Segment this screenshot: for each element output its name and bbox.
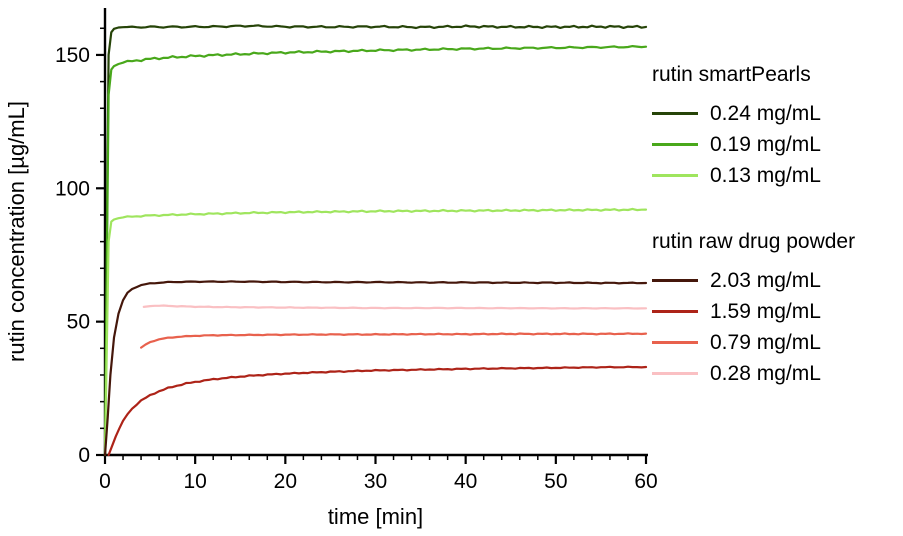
y-tick-label: 100	[55, 177, 90, 200]
legend-group-smartpearls: rutin smartPearls 0.24 mg/mL 0.19 mg/mL 0.…	[652, 62, 902, 191]
legend-group-raw-drug-powder: rutin raw drug powder 2.03 mg/mL 1.59 mg/…	[652, 229, 902, 389]
legend-line-swatch	[652, 372, 698, 375]
y-axis-label: rutin concentration [µg/mL]	[4, 101, 29, 362]
x-axis-label: time [min]	[328, 504, 423, 529]
series-line-0-24-mg-ml	[103, 24, 648, 457]
y-tick-label: 0	[78, 444, 90, 467]
x-tick-label: 50	[544, 470, 567, 493]
series-line-0-13-mg-ml	[103, 207, 648, 457]
legend-entry-label: 0.24 mg/mL	[710, 101, 821, 125]
legend-entries-smartpearls: 0.24 mg/mL 0.19 mg/mL 0.13 mg/mL	[652, 98, 902, 191]
legend-heading-smartpearls: rutin smartPearls	[652, 63, 811, 86]
x-tick-label: 10	[183, 470, 206, 493]
legend-entry-label: 1.59 mg/mL	[710, 299, 821, 323]
legend-entry-label: 0.79 mg/mL	[710, 330, 821, 354]
legend-heading-raw-drug-powder: rutin raw drug powder	[652, 230, 856, 253]
legend-entry-label: 0.28 mg/mL	[710, 361, 821, 385]
legend-line-swatch	[652, 174, 698, 177]
x-tick-label: 20	[274, 470, 297, 493]
legend-entry: 0.28 mg/mL	[652, 358, 902, 389]
y-tick-label: 50	[67, 311, 90, 334]
legend-entry-label: 0.13 mg/mL	[710, 163, 821, 187]
x-tick-label: 60	[634, 470, 657, 493]
y-tick-label: 150	[55, 44, 90, 67]
x-tick-label: 0	[99, 470, 111, 493]
legend-entry: 0.13 mg/mL	[652, 160, 902, 191]
series-line-0-28-mg-ml	[142, 304, 648, 310]
series-line-0-19-mg-ml	[103, 44, 648, 457]
legend-entry: 0.24 mg/mL	[652, 98, 902, 129]
legend-entry: 2.03 mg/mL	[652, 265, 902, 296]
x-tick-label: 30	[364, 470, 387, 493]
legend-line-swatch	[652, 143, 698, 146]
legend-entry-label: 0.19 mg/mL	[710, 132, 821, 156]
legend-line-swatch	[652, 341, 698, 344]
chart-legend: rutin smartPearls 0.24 mg/mL 0.19 mg/mL 0.…	[652, 62, 902, 389]
series-line-2-03-mg-ml	[103, 280, 648, 457]
legend-entry: 0.19 mg/mL	[652, 129, 902, 160]
legend-entry: 0.79 mg/mL	[652, 327, 902, 358]
legend-line-swatch	[652, 112, 698, 115]
legend-line-swatch	[652, 279, 698, 282]
series-line-1-59-mg-ml	[107, 365, 648, 457]
legend-entry: 1.59 mg/mL	[652, 296, 902, 327]
x-tick-label: 40	[454, 470, 477, 493]
series-line-0-79-mg-ml	[140, 332, 648, 349]
legend-entry-label: 2.03 mg/mL	[710, 268, 821, 292]
legend-entries-raw-drug-powder: 2.03 mg/mL 1.59 mg/mL 0.79 mg/mL 0.28 mg/mL	[652, 265, 902, 389]
legend-line-swatch	[652, 310, 698, 313]
